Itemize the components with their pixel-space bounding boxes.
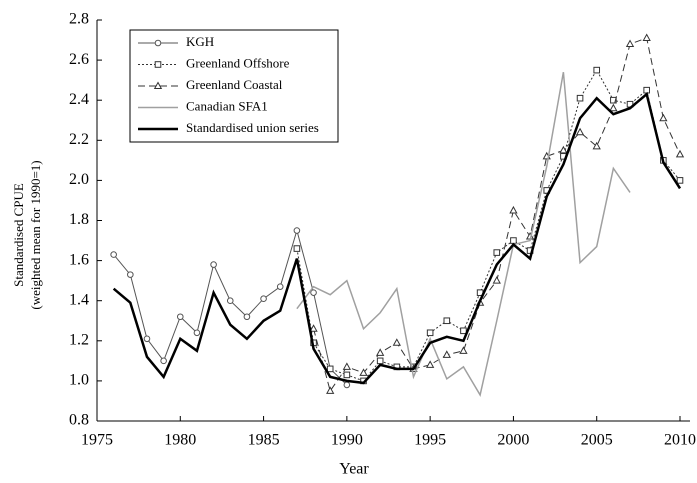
point [492, 276, 501, 284]
point [592, 141, 601, 150]
point [610, 96, 617, 104]
series-line [112, 91, 682, 385]
x-axis-title: Year [339, 461, 369, 478]
point [310, 289, 317, 296]
point [376, 348, 385, 356]
point [176, 313, 184, 321]
point [154, 39, 162, 47]
y-tick-label: 1.0 [69, 372, 89, 389]
point [153, 81, 163, 89]
x-tick-label: 2010 [664, 432, 696, 449]
x-tick-label: 2000 [497, 432, 529, 449]
point [160, 357, 167, 365]
legend-label: Greenland Offshore [186, 55, 290, 70]
point [110, 251, 117, 258]
point [576, 94, 584, 102]
point [426, 329, 434, 337]
point [459, 346, 468, 354]
y-tick-label: 1.6 [69, 251, 89, 268]
point [559, 145, 568, 154]
y-tick-label: 2.0 [69, 171, 89, 188]
point [193, 329, 201, 337]
point [460, 327, 467, 335]
point [442, 350, 451, 358]
point [293, 227, 301, 234]
point [226, 297, 234, 305]
x-tick-label: 1990 [331, 432, 363, 449]
point [593, 66, 601, 74]
legend-label: Standardised union series [186, 120, 319, 135]
point [443, 317, 451, 325]
series-line [296, 69, 681, 382]
series-line [113, 228, 348, 386]
point [293, 245, 301, 252]
y-tick-label: 2.6 [69, 51, 89, 68]
x-tick-label: 1995 [414, 432, 446, 449]
y-tick-label: 0.8 [69, 412, 89, 429]
x-tick-label: 1975 [81, 432, 113, 449]
point [676, 177, 684, 184]
y-tick-label: 1.8 [69, 211, 89, 228]
series-line [313, 37, 681, 393]
point [143, 335, 151, 343]
point [276, 283, 284, 290]
point [376, 357, 384, 365]
y-tick-label: 1.2 [69, 331, 89, 348]
legend-label: Greenland Coastal [186, 77, 283, 92]
y-tick-label: 2.4 [69, 91, 89, 108]
point [343, 381, 351, 389]
point [326, 365, 334, 373]
point [154, 61, 162, 68]
point [509, 205, 518, 214]
point [243, 313, 251, 321]
point [326, 386, 335, 394]
point [392, 338, 401, 346]
point [210, 261, 217, 268]
x-tick-label: 1980 [164, 432, 196, 449]
point [343, 371, 351, 379]
point [659, 113, 668, 122]
point [425, 360, 435, 368]
point [127, 271, 134, 278]
point [493, 249, 501, 256]
point [359, 368, 368, 376]
point [643, 86, 650, 94]
y-axis-title: Standardised CPUE [11, 183, 26, 287]
point [609, 103, 618, 112]
y-axis-subtitle: (weighted mean for 1990=1) [28, 160, 43, 309]
point [675, 149, 685, 158]
point [510, 237, 517, 244]
point [342, 362, 352, 370]
point [260, 295, 267, 302]
series-line [296, 71, 631, 397]
legend-label: Canadian SFA1 [186, 98, 268, 113]
y-tick-label: 1.4 [69, 291, 89, 308]
point [625, 39, 635, 48]
legend-label: KGH [186, 34, 214, 49]
x-tick-label: 2005 [581, 432, 613, 449]
point [309, 324, 318, 332]
point [642, 33, 651, 42]
y-tick-label: 2.8 [69, 11, 89, 28]
point [575, 127, 585, 136]
y-tick-label: 2.2 [69, 131, 89, 148]
x-tick-label: 1985 [248, 432, 280, 449]
